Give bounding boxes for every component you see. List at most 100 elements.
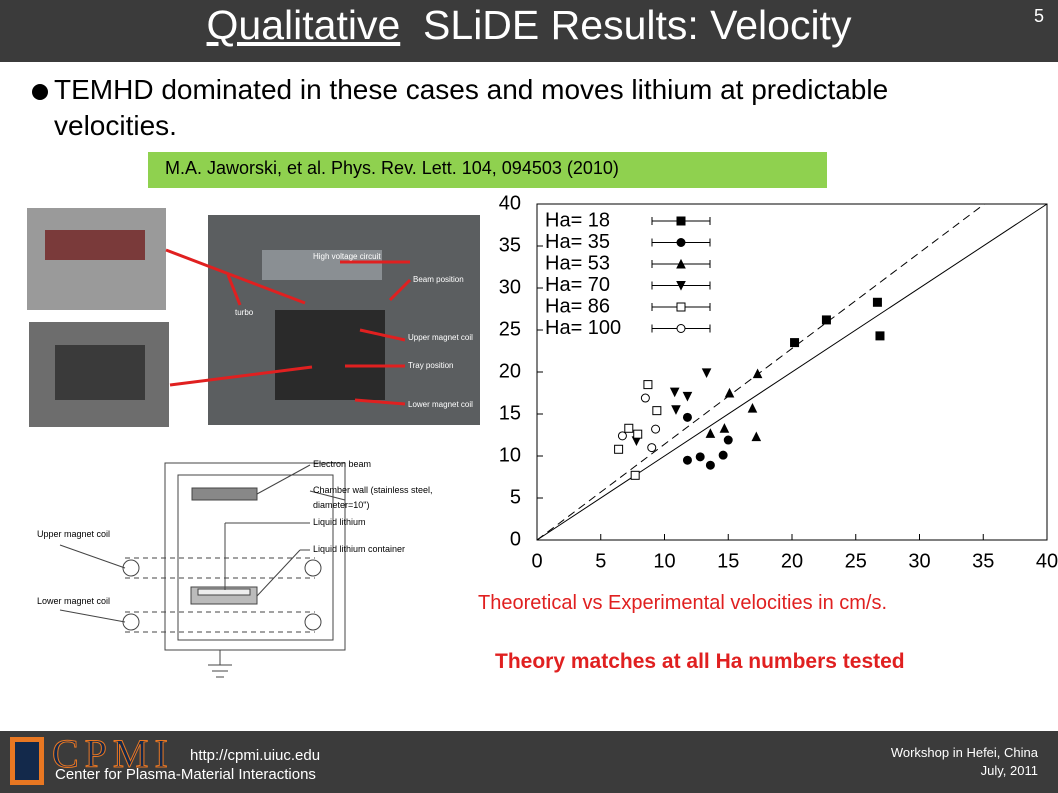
point [651,424,661,434]
chart-caption: Theoretical vs Experimental velocities i… [478,592,888,614]
legend-label: Ha= 18 [545,209,610,231]
header-bar [0,0,1058,62]
point [617,431,627,441]
legend-label: Ha= 70 [545,274,610,296]
y-tick-label: 0 [510,528,521,550]
y-tick-label: 30 [499,276,521,298]
legend-label: Ha= 53 [545,252,610,274]
y-tick-label: 5 [510,486,521,508]
photo-detail [262,250,382,280]
photo-label: Upper magnet coil [408,333,473,342]
schematic-label: diameter=10") [313,500,370,510]
legend-marker [676,302,686,312]
legend-marker [676,258,686,269]
point [705,460,715,470]
point [671,405,681,415]
legend-label: Ha= 100 [545,317,621,339]
footer-event: Workshop in Hefei, China [890,745,1038,760]
schematic [59,462,346,678]
photo-detail [45,230,145,260]
title-underlined: Qualitative [206,2,401,48]
schematic-label: Liquid lithium [313,517,366,527]
conclusion: Theory matches at all Ha numbers tested [495,650,905,673]
schematic-label: Upper magnet coil [37,529,111,539]
point [821,315,831,325]
reference-line [536,203,1048,541]
x-tick-label: 10 [653,550,675,572]
point [747,403,758,413]
photo-detail [275,310,385,400]
point [614,444,624,454]
x-tick-label: 20 [781,550,803,572]
citation: M.A. Jaworski, et al. Phys. Rev. Lett. 1… [165,158,619,178]
y-tick-label: 40 [499,192,521,214]
y-tick-label: 20 [499,360,521,382]
legend-label: Ha= 86 [545,295,610,317]
footer-bar [0,731,1058,793]
x-tick-label: 0 [531,550,542,572]
point [640,393,650,403]
point [682,455,692,465]
photo-label: Beam position [413,275,464,284]
point [719,423,730,433]
point [682,412,692,422]
x-tick-label: 15 [717,550,739,572]
point [790,338,800,348]
point [633,429,643,439]
point [705,428,716,438]
legend-marker [676,238,686,247]
point [872,297,882,307]
point [875,331,885,341]
point [630,470,640,480]
x-tick-label: 35 [972,550,994,572]
y-tick-label: 15 [499,402,521,424]
point [669,387,680,398]
schematic-label: Liquid lithium container [313,544,406,554]
point [751,431,762,442]
schematic-label: Lower magnet coil [37,596,111,606]
point [652,406,662,416]
photo-label: Tray position [408,361,454,370]
logo-text: CPMI [52,731,174,777]
point [695,452,705,462]
point [718,450,728,460]
point [724,387,735,398]
schematic-label: Chamber wall (stainless steel, [313,485,433,495]
x-tick-label: 40 [1036,550,1058,572]
photo-label: turbo [235,308,254,317]
reference-line [536,203,985,541]
slide-number: 5 [1033,6,1044,26]
legend-marker [676,324,686,333]
legend-label: Ha= 35 [545,231,610,253]
arrows [165,248,412,406]
slide-title: Qualitative SLiDE Results: Velocity [0,2,1058,49]
y-tick-label: 10 [499,444,521,466]
citation-box [148,152,827,188]
photo-label: Lower magnet coil [408,400,473,409]
legend-marker [676,216,686,226]
photo-detail [55,345,145,400]
footer-url: http://cpmi.uiuc.edu [190,747,321,764]
point [752,368,763,379]
point [723,435,733,445]
schematic-label: Electron beam [313,459,372,469]
photo-label: High voltage circuit [313,252,381,261]
point [643,380,653,390]
x-tick-label: 30 [908,550,930,572]
footer-org: Center for Plasma-Material Interactions [55,766,316,783]
point [701,368,712,378]
point [647,443,657,453]
y-tick-label: 35 [499,234,521,256]
logo-shield [10,737,44,785]
bullet-text: TEMHD dominated in these cases and moves… [54,74,889,141]
point [624,423,634,433]
bullet-dot [32,84,48,100]
title-rest: SLiDE Results: Velocity [423,2,852,48]
y-tick-label: 25 [499,318,521,340]
x-tick-label: 25 [845,550,867,572]
point [682,391,693,402]
x-tick-label: 5 [595,550,606,572]
footer-date: July, 2011 [980,763,1038,778]
